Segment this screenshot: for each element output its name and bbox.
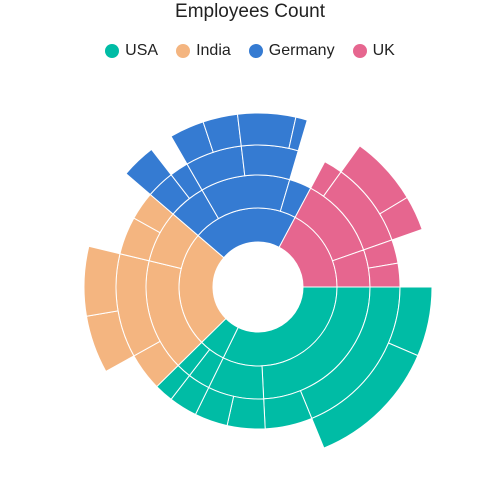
legend-marker-germany [248, 44, 263, 58]
legend-marker-usa [105, 44, 120, 58]
legend-label-germany: Germany [268, 42, 335, 59]
legend-item-usa[interactable]: USA [105, 42, 158, 60]
legend-marker-india [176, 44, 191, 58]
legend: USA India Germany UK [0, 42, 500, 60]
sunburst-segment-uk-1-2-2[interactable] [367, 262, 401, 288]
sunburst-segment-usa-1-1-1-2[interactable] [311, 342, 419, 449]
legend-label-usa: USA [125, 42, 159, 59]
chart-title: Employees Count [175, 1, 325, 22]
legend-item-germany[interactable]: Germany [248, 42, 335, 60]
legend-label-uk: UK [372, 42, 395, 59]
sunburst-segment-germany-1-2-2[interactable] [240, 144, 299, 181]
legend-label-india: India [196, 42, 231, 59]
sunburst-segment-germany-1-2-2-2[interactable] [288, 116, 308, 152]
sunburst-segment-india-1-1-2-2[interactable] [83, 245, 121, 317]
legend-marker-uk [352, 44, 367, 58]
legend-item-uk[interactable]: UK [352, 42, 395, 60]
legend-item-india[interactable]: India [176, 42, 231, 60]
sunburst-segment-germany-1-2-2-1[interactable] [236, 112, 297, 150]
